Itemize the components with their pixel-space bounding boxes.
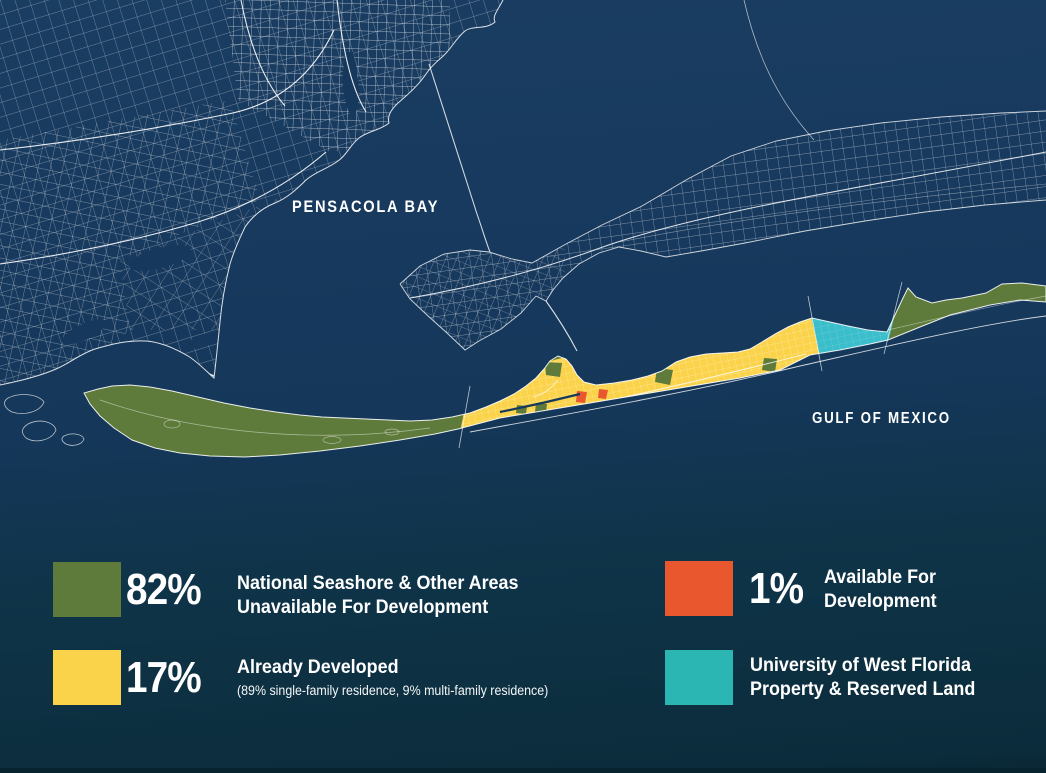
mainland-pensacola (0, 0, 504, 446)
bob-sikes-bridge (545, 300, 578, 352)
north-road-line (743, 0, 815, 141)
gulf-shoreline (469, 315, 1046, 433)
bridges (428, 0, 815, 352)
seashore-roads (99, 295, 1046, 444)
santa-rosa-island (83, 281, 1046, 458)
pensacola-bay-label: PENSACOLA BAY (292, 197, 440, 216)
pensacola-bay-bridge (428, 63, 491, 253)
islets (4, 394, 85, 446)
gulf-breeze-peninsula (399, 110, 1046, 351)
gulf-of-mexico-label: GULF OF MEXICO (812, 410, 951, 427)
